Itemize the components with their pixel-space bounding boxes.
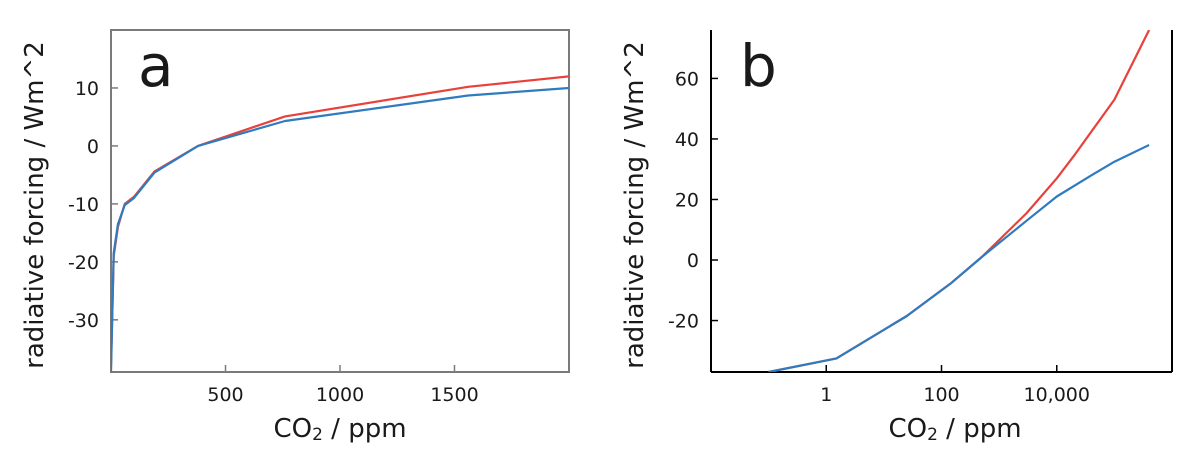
panel-a-y-tick-label: -30 xyxy=(68,310,99,332)
panel-b-label: b xyxy=(740,32,777,100)
panel-b-y-tick-label: 20 xyxy=(675,189,699,211)
panel-b-y-label: radiative forcing / Wm^2 xyxy=(620,41,650,369)
panel-a-x-tick-label: 1000 xyxy=(316,384,364,406)
panel-a-y-tick-label: -20 xyxy=(68,252,99,274)
panel-b-x-label-main: CO xyxy=(888,414,927,444)
panel-a-x-tick-label: 1500 xyxy=(430,384,478,406)
panel-a-x-axis: 500 1000 1500 xyxy=(207,365,479,406)
panel-b-x-tick-label: 1 xyxy=(820,384,832,406)
panel-a-series-blue-line xyxy=(111,86,569,372)
panel-b-y-tick-label: 60 xyxy=(675,68,699,90)
panel-a-y-tick-label: -10 xyxy=(68,194,99,216)
panel-b-y-tick-label: 0 xyxy=(687,250,699,272)
panel-a-series xyxy=(111,75,569,372)
panel-a-x-label-main: CO xyxy=(273,414,312,444)
panel-a-x-label-suffix: / ppm xyxy=(323,414,407,444)
panel-b-y-tick-label: 40 xyxy=(675,129,699,151)
panel-a-frame xyxy=(110,29,570,373)
panel-b-x-label-suffix: / ppm xyxy=(938,414,1022,444)
panel-b-x-label: CO2 / ppm xyxy=(888,414,1021,445)
panel-a-label: a xyxy=(138,32,174,100)
panel-a-y-tick-label: 10 xyxy=(75,78,99,100)
panel-a-y-label: radiative forcing / Wm^2 xyxy=(20,41,50,369)
panel-b-series xyxy=(768,30,1151,372)
panel-b-y-axis: 60 40 20 0 -20 xyxy=(668,68,718,333)
panel-a-x-label-sub: 2 xyxy=(312,425,323,445)
panel-b-x-tick-label: 10,000 xyxy=(1024,384,1090,406)
panel-b-series-blue-line xyxy=(768,144,1150,372)
panel-b: b 60 40 20 0 -20 1 100 10,000 radiative forcin… xyxy=(620,30,1173,445)
panel-a-x-tick-label: 500 xyxy=(207,384,243,406)
panel-b-series-red-line xyxy=(768,30,1151,372)
panel-a-y-tick-label: 0 xyxy=(87,136,99,158)
panel-a-series-red-line xyxy=(111,75,569,367)
panel-a-x-label: CO2 / ppm xyxy=(273,414,406,445)
panel-b-y-tick-label: -20 xyxy=(668,311,699,333)
panel-a-y-axis: 10 0 -10 -20 -30 xyxy=(68,78,118,332)
panel-b-x-label-sub: 2 xyxy=(927,425,938,445)
panel-a: a 10 0 -10 -20 -30 500 1000 1500 radiative for… xyxy=(20,29,570,445)
panel-b-x-tick-label: 100 xyxy=(923,384,959,406)
panel-b-x-axis: 1 100 10,000 xyxy=(820,365,1090,406)
